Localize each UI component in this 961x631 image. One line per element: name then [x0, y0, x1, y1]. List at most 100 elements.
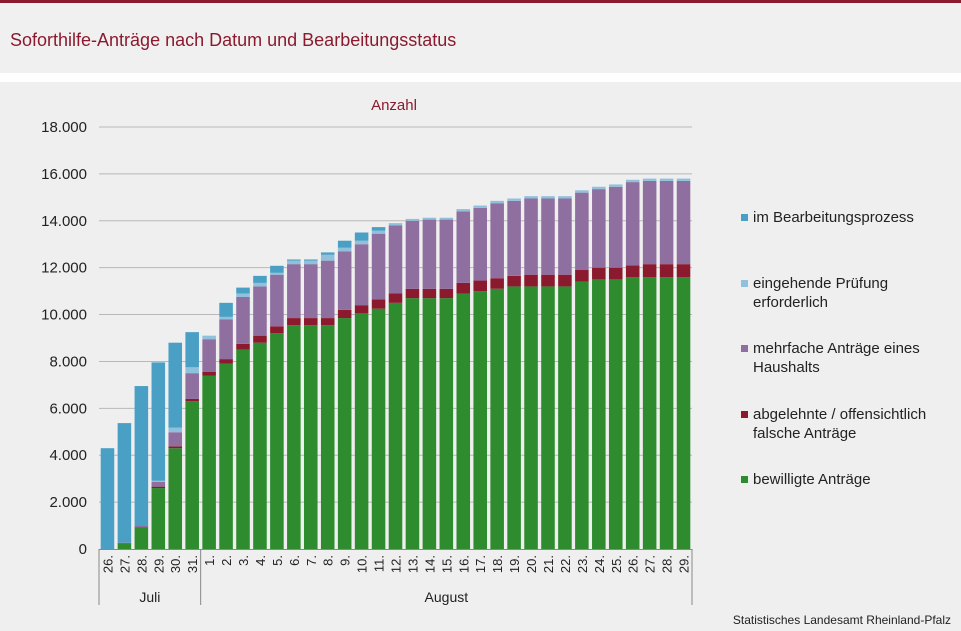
bar-segment-5: [287, 259, 301, 261]
bar-segment-4: [320, 254, 335, 261]
x-tick-label: 17.: [473, 555, 488, 573]
legend-label: eingehende Prüfung erforderlich: [753, 275, 889, 311]
bar-segment-1: [287, 325, 301, 549]
legend-swatch: [741, 280, 748, 287]
bar-segment-3: [337, 251, 352, 310]
bar-segment-3: [134, 525, 149, 528]
bar-segment-2: [456, 282, 471, 294]
bar-segment-2: [676, 264, 691, 278]
bar-segment-1: [117, 543, 132, 549]
legend-label: abgelehnte / offensichtlich falsche Antr…: [753, 406, 927, 442]
bar-segment-3: [575, 192, 589, 271]
bar-segment-2: [490, 278, 504, 289]
x-tick-label: 26.: [100, 555, 115, 573]
bar-segment-3: [473, 207, 487, 281]
bar-segment-2: [253, 335, 267, 343]
x-tick-label: 7.: [304, 555, 319, 566]
bar-segment-5: [354, 232, 369, 241]
bar-segment-4: [405, 218, 420, 221]
bar-segment-2: [507, 275, 521, 287]
bar-segment-1: [422, 298, 437, 549]
x-tick-label: 16.: [456, 555, 471, 573]
bar-segment-2: [473, 280, 487, 292]
bar-segment-4: [439, 217, 454, 220]
bar-segment-4: [625, 179, 640, 183]
bar-segment-1: [151, 488, 166, 549]
bar-segment-1: [219, 363, 233, 549]
header: Soforthilfe-Anträge nach Datum und Bearb…: [0, 3, 961, 73]
bar-segment-1: [608, 279, 623, 549]
bar-segment-4: [304, 260, 318, 265]
bar-segment-2: [592, 267, 606, 280]
bar-segment-4: [168, 427, 183, 433]
bar-segment-2: [236, 343, 250, 350]
x-tick-label: 3.: [236, 555, 251, 566]
chart-area: Anzahl 0 2.000 4.000 6.000 8.000 10.000 12.000 1…: [0, 82, 961, 631]
bar-segment-5: [100, 448, 115, 549]
bar-segment-2: [185, 398, 199, 402]
bar-segment-2: [354, 305, 369, 314]
x-tick-label: 18.: [490, 555, 505, 573]
bar-segment-4: [592, 186, 606, 190]
bar-segment-4: [371, 230, 386, 234]
legend-swatch: [741, 345, 748, 352]
bar-segment-4: [507, 198, 521, 201]
bar-segment-2: [134, 527, 149, 528]
bar-segment-1: [558, 286, 572, 549]
bar-segment-5: [117, 423, 132, 543]
bar-segment-2: [541, 274, 555, 287]
bar-segment-3: [422, 219, 437, 289]
bar-segment-3: [507, 200, 521, 276]
bar-segment-1: [304, 325, 318, 549]
bar-segment-3: [456, 211, 471, 283]
bar-segment-2: [202, 371, 216, 376]
y-tick-label: 14.000: [41, 213, 87, 230]
x-tick-label: 13.: [405, 555, 420, 573]
bar-segment-1: [659, 277, 674, 549]
y-tick-label: 8.000: [49, 353, 87, 370]
page-title: Soforthilfe-Anträge nach Datum und Bearb…: [10, 30, 457, 50]
bar-segment-3: [558, 198, 572, 275]
bar-segment-4: [253, 282, 267, 287]
bar-segment-1: [185, 401, 199, 549]
bar-segment-1: [168, 448, 183, 549]
legend-label: mehrfache Anträge eines Haushalts: [753, 340, 920, 376]
bar-segment-2: [422, 288, 437, 299]
y-tick-label: 18.000: [41, 119, 87, 136]
bar-segment-3: [287, 264, 301, 319]
bar-segment-4: [676, 178, 691, 181]
bar-segment-3: [524, 198, 538, 275]
bar-segment-5: [134, 386, 149, 526]
bar-segment-4: [524, 196, 538, 199]
group-label: Juli: [139, 589, 160, 605]
y-tick-label: 2.000: [49, 494, 87, 511]
x-tick-label: 5.: [270, 555, 285, 566]
bar-segment-4: [575, 190, 589, 193]
bar-segment-1: [270, 333, 284, 549]
bar-segment-5: [185, 332, 199, 368]
bar-segment-4: [151, 480, 166, 482]
bar-segment-4: [490, 200, 504, 204]
bar-segment-1: [202, 375, 216, 549]
bar-segment-5: [253, 275, 267, 283]
x-tick-label: 19.: [507, 555, 522, 573]
bar-segment-1: [456, 293, 471, 549]
x-tick-label: 25.: [609, 555, 624, 573]
bar-segment-4: [219, 316, 233, 320]
x-tick-label: 2.: [219, 555, 234, 566]
bar-segment-3: [270, 274, 284, 327]
bar-segment-3: [608, 186, 623, 268]
x-tick-label: 9.: [338, 555, 353, 566]
bar-segment-2: [625, 265, 640, 278]
bar-segment-3: [659, 180, 674, 265]
bar-segment-1: [676, 277, 691, 549]
stacked-bar-chart: Anzahl 0 2.000 4.000 6.000 8.000 10.000 12.000 1…: [41, 97, 693, 605]
bar-segment-4: [608, 184, 623, 187]
bar-segment-1: [642, 277, 657, 549]
bar-segment-3: [625, 182, 640, 266]
bar-segment-1: [625, 277, 640, 549]
x-tick-label: 12.: [389, 555, 404, 573]
bar-segment-2: [304, 318, 318, 326]
bar-segment-3: [354, 244, 369, 306]
bar-segment-3: [117, 542, 132, 544]
